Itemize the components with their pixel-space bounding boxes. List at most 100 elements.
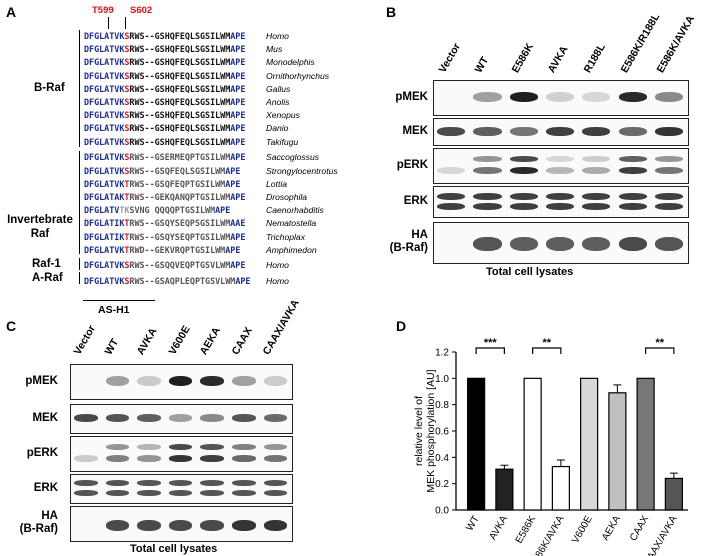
blot-band [654,192,684,200]
bar [523,377,542,511]
blot-band [618,156,647,162]
blot-row-label: pERK [396,158,428,171]
x-tick-label: AEKA [600,514,623,543]
blot-band [74,480,98,486]
lane-label: WT [473,54,492,75]
alignment-segment: LAT [99,276,115,287]
lane-label: CAAX [229,325,255,357]
alignment-species: Saccoglossus [266,152,320,163]
alignment-segment: K [119,244,125,255]
alignment-segment: RWS--GSQFEQPTGSILWM [129,178,226,189]
alignment-segment: APE [230,44,246,55]
blot-band [509,202,538,210]
blot-band [200,444,224,450]
alignment-segment: RWS--GSQYSEQPSGSILWM [129,218,231,229]
blot-band [137,490,161,496]
blot-row-label: pMEK [395,90,428,103]
blot-strip [433,148,690,184]
alignment-segment: V [114,44,120,55]
lane-label: Vector [436,41,464,75]
blot-band [654,166,684,174]
alignment-row: DFGLATVKSRWS--GSHQFEQLSGSILWMAPE [84,70,245,83]
blot-band [105,519,130,531]
alignment-segment: DFG [84,276,100,287]
alignment-segment: S [124,110,130,121]
blot-band [232,454,256,462]
blot-band [137,480,161,486]
blot-band [263,414,288,422]
alignment-segment: DFG [84,97,100,107]
significance-stars: ** [655,337,664,349]
blot-band [168,414,193,422]
alignment-segment: K [119,70,125,81]
alignment-row: DFGLATVKSRWS--GSERMEQPTGSILWMAPE [84,151,245,164]
alignment-group-label: Invertebrate Raf [7,214,73,240]
significance-bracket [645,347,675,354]
alignment-segment: APE [230,191,246,202]
blot-band [545,202,575,210]
alignment-segment: LAT [99,191,115,202]
lane-label: V600E [166,323,193,357]
alignment-segment: APE [230,123,246,134]
blot-row-label: ERK [403,194,428,207]
alignment-segment: APE [225,165,241,176]
blot-band [200,490,224,496]
blot-band [509,126,538,136]
bar [636,377,655,511]
alignment-species: Homo [266,260,289,271]
alignment-segment: T [124,191,130,202]
alignment-segment: K [119,57,125,68]
alignment-segment: APE [230,97,246,107]
alignment-segment: DFG [84,57,100,68]
alignment-segment: LAT [99,123,115,134]
alignment-segment: S [124,123,130,134]
alignment-species: Trichoplax [266,231,306,242]
alignment-segment: T [124,178,130,189]
alignment-segment: K [119,218,125,229]
alignment-segment: LAT [99,57,115,68]
bar [467,377,486,511]
blot-band [105,414,130,422]
alignment-segment: S [124,276,130,287]
alignment-segment: APE [235,276,251,287]
blot-band [168,519,193,531]
alignment-segment: V [114,31,120,41]
alignment-segment: LAT [99,31,115,41]
alignment-segment: V [114,123,120,134]
blot-band [168,480,193,486]
blot-band [618,126,647,136]
y-axis-label: relative level ofMEK phosphorylation [AU… [413,369,437,492]
alignment-segment: LAT [99,152,115,163]
alignment-segment: RWS--GSHQFEQLSGSILWM [129,83,231,94]
blot-band [509,192,538,200]
alignment-segment: S [124,260,130,271]
x-tick-label: WT [464,514,481,533]
y-tick-label: 1.0 [435,374,449,385]
alignment-segment: RWS--GSQQVEQPTGSVLWM [129,260,231,271]
bar [495,468,514,511]
blot-band [137,444,161,450]
blot-band [473,126,502,136]
alignment-segment: APE [230,83,246,94]
blot-band [545,166,575,174]
blot-band [654,156,684,162]
lane-label: R188L [581,41,609,75]
alignment-segment: DFG [84,231,100,242]
alignment-segment: DFG [84,123,100,134]
blot-band [105,480,130,486]
alignment-segment: LAT [99,83,115,94]
alignment-segment: V [114,178,120,189]
alignment-segment: S [124,152,130,163]
blot-band [232,490,256,496]
alignment-segment: LAT [99,110,115,121]
alignment-segment: K [119,110,125,121]
alignment-segment: S [124,136,130,147]
alignment-segment: K [119,276,125,287]
blot-band [74,454,98,462]
alignment-segment: V [114,97,120,107]
alignment-segment: S [124,31,130,41]
blot-band [654,202,684,210]
alignment-segment: S [124,97,130,107]
blot-band [654,237,684,251]
alignment-segment: DFG [84,260,100,271]
